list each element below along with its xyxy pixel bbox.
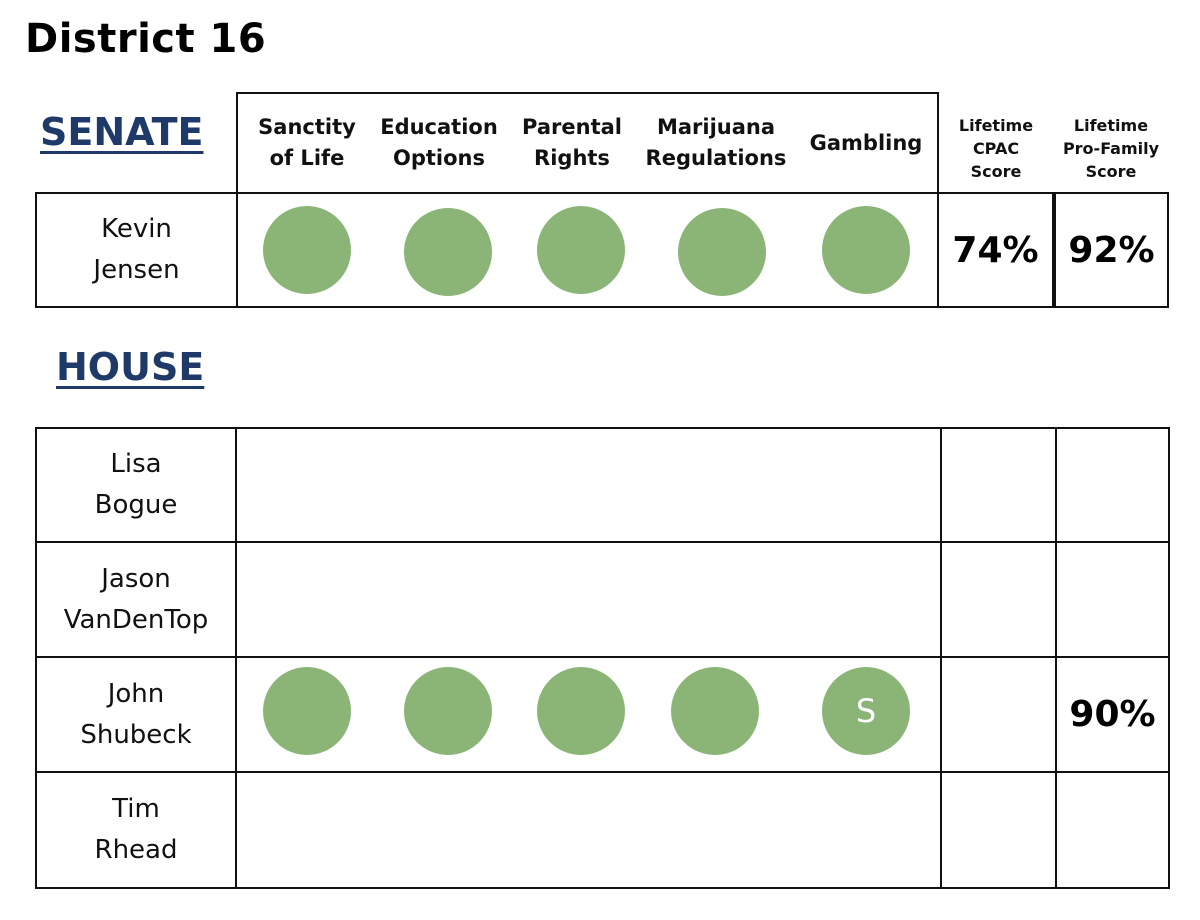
status-dot bbox=[537, 206, 625, 294]
cpac-score-value bbox=[942, 658, 1055, 771]
column-header-gambling: Gambling bbox=[809, 130, 923, 155]
candidate-name: Tim Rhead bbox=[94, 794, 178, 865]
status-dot bbox=[537, 667, 625, 755]
column-header-sanctity-of-life: Sanctity of Life bbox=[258, 115, 356, 170]
senate-row-pro-family-cell bbox=[1054, 192, 1169, 308]
candidate-name: John Shubeck bbox=[80, 678, 192, 750]
column-header-marijuana-regulations: Marijuana Regulations bbox=[645, 115, 787, 170]
column-divider bbox=[940, 427, 942, 889]
status-dot bbox=[404, 667, 492, 755]
cpac-score-value: 74% bbox=[952, 229, 1039, 271]
candidate-name: Kevin Jensen bbox=[93, 214, 180, 285]
status-dot bbox=[822, 206, 910, 294]
status-dot bbox=[671, 667, 759, 755]
column-divider bbox=[1055, 427, 1057, 889]
status-dot bbox=[678, 208, 766, 296]
status-dot bbox=[263, 667, 351, 755]
column-header-cpac-score: Lifetime CPAC Score bbox=[958, 115, 1034, 181]
candidate-name: Jason VanDenTop bbox=[63, 563, 209, 635]
status-dot: S bbox=[822, 667, 910, 755]
column-header-education-options: Education Options bbox=[380, 115, 498, 170]
row-divider bbox=[35, 656, 1170, 658]
pro-family-score-value: 92% bbox=[1068, 229, 1155, 271]
pro-family-score-value: 90% bbox=[1069, 694, 1156, 735]
row-divider bbox=[35, 541, 1170, 543]
status-dot bbox=[263, 206, 351, 294]
page-title: District 16 bbox=[25, 16, 267, 62]
column-divider bbox=[235, 427, 237, 889]
column-header-pro-family-score: Lifetime Pro-Family Score bbox=[1062, 115, 1160, 181]
candidate-name: Lisa Bogue bbox=[94, 449, 178, 520]
column-header-parental-rights: Parental Rights bbox=[522, 115, 622, 170]
status-dot bbox=[404, 208, 492, 296]
house-heading: HOUSE bbox=[56, 345, 205, 389]
house-table bbox=[35, 427, 1170, 889]
senate-heading: SENATE bbox=[40, 110, 204, 154]
senate-row-cpac-cell bbox=[937, 192, 1054, 308]
row-divider bbox=[35, 771, 1170, 773]
